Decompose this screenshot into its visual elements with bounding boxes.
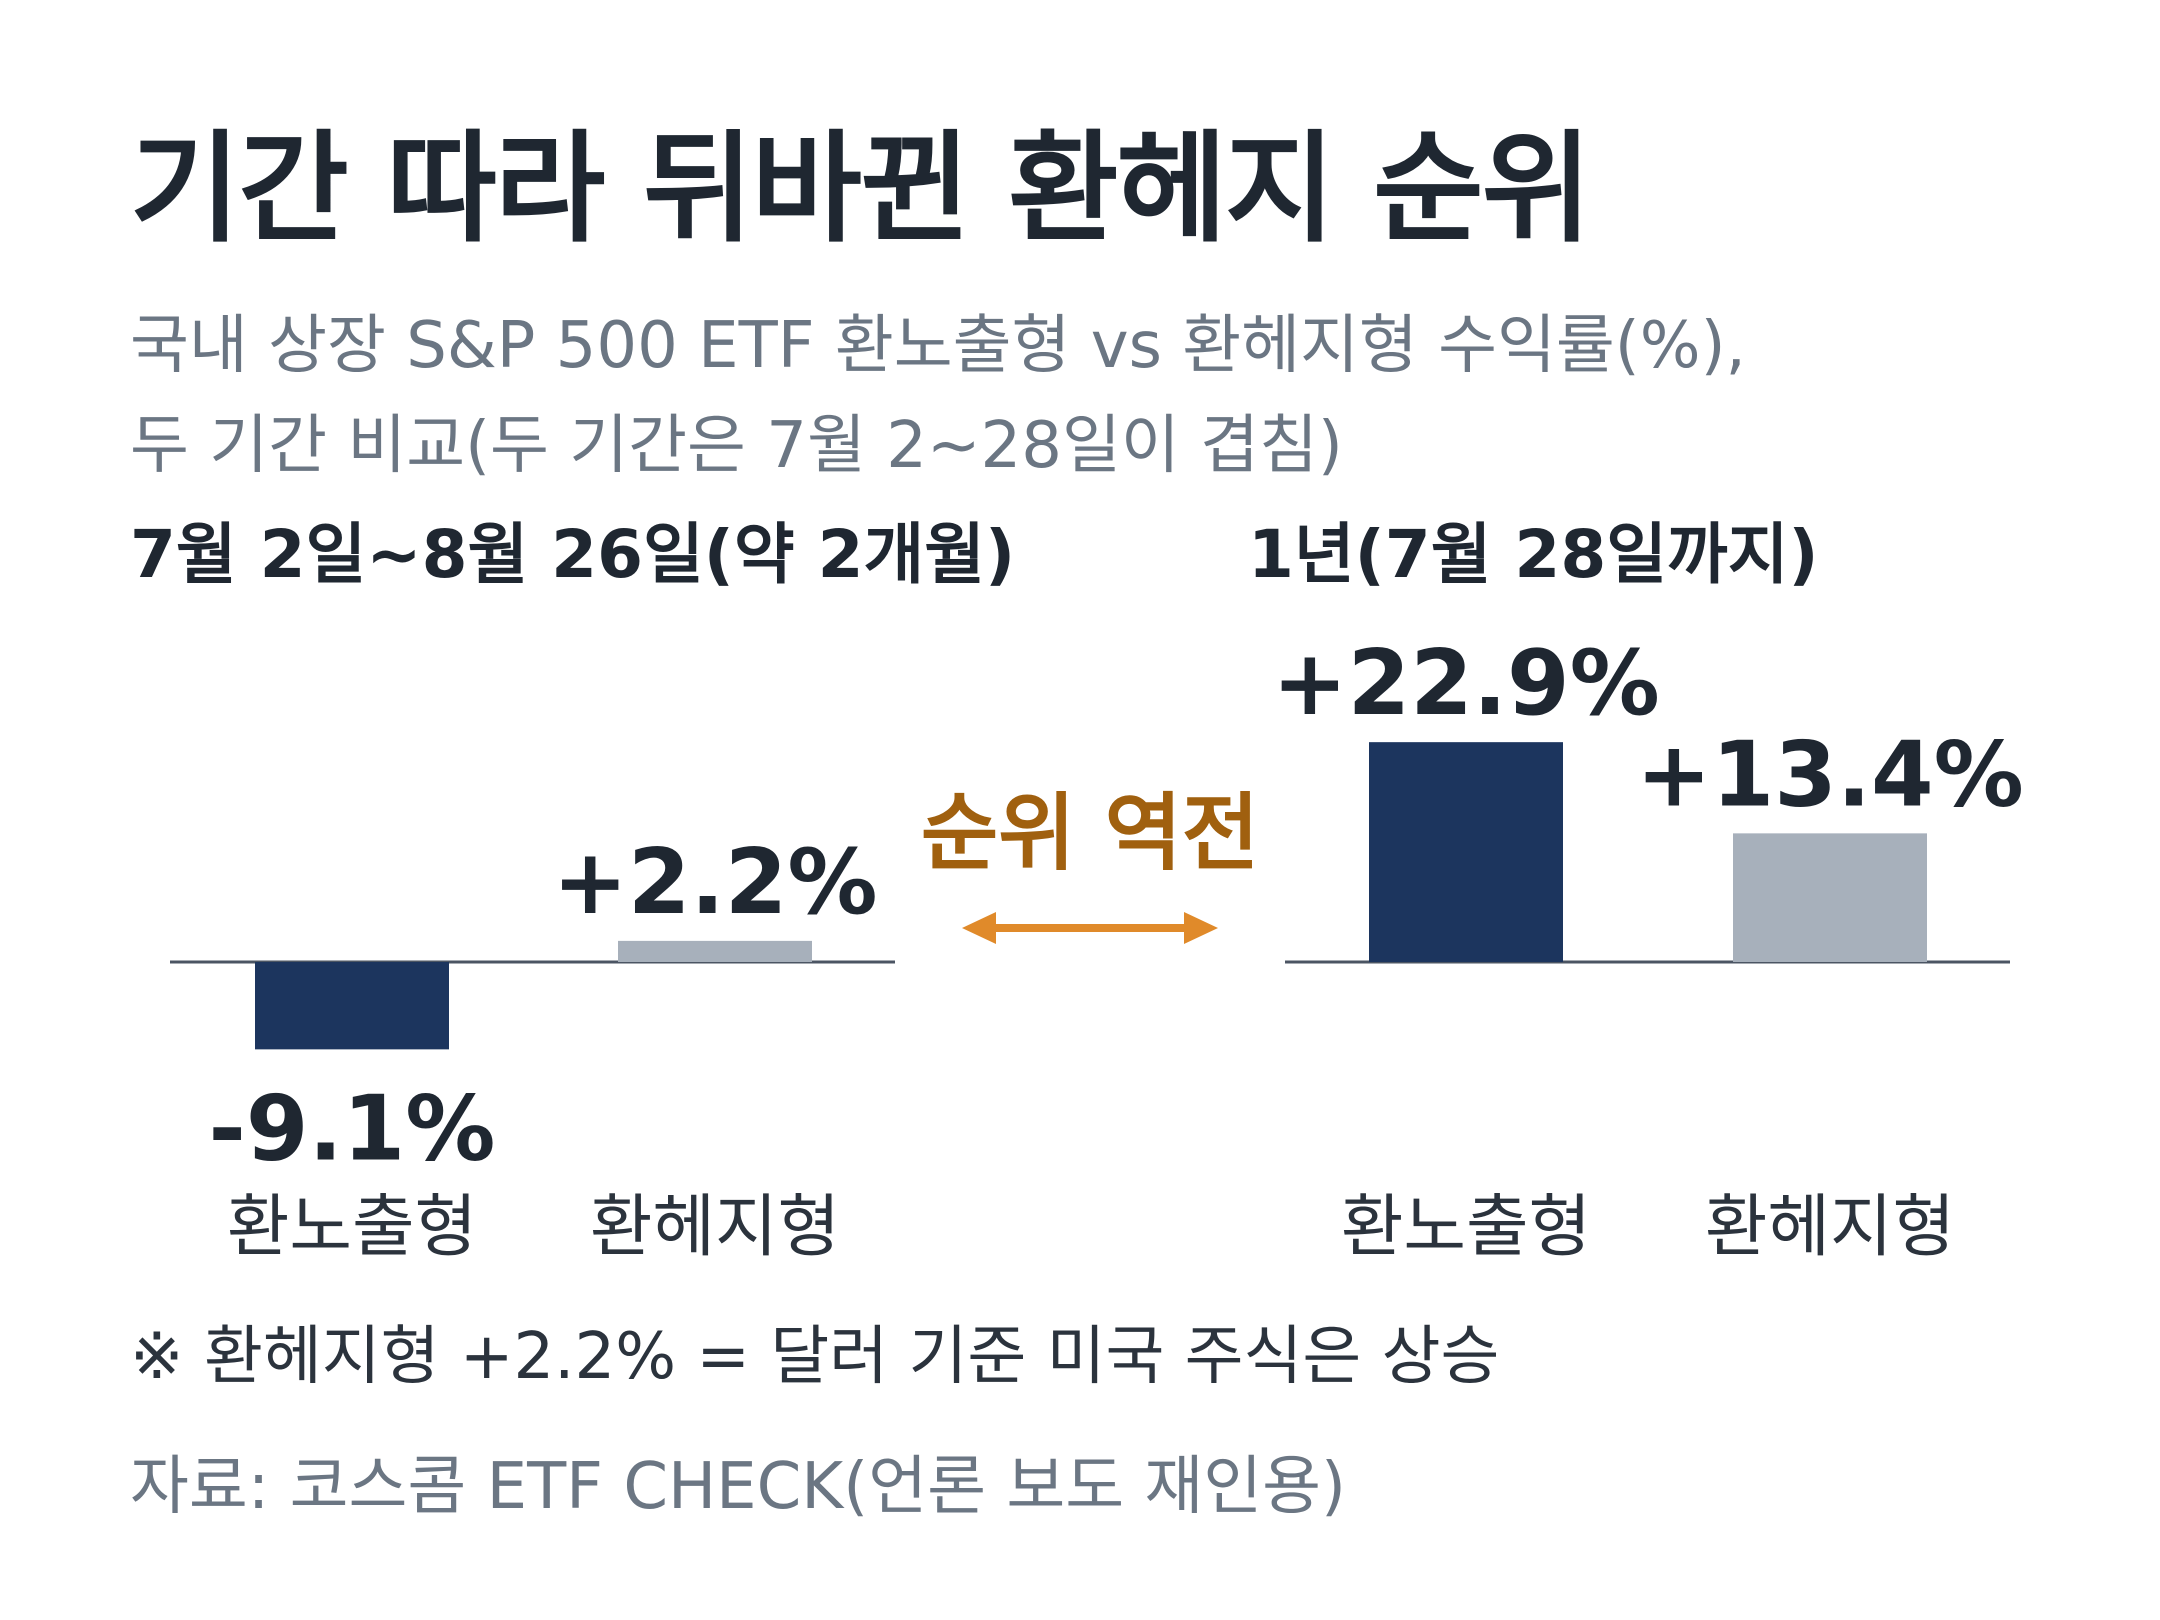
right-panel-title: 1년(7월 28일까지) (1248, 516, 1819, 593)
left-bar-0 (255, 962, 449, 1050)
right-value-label-1: +13.4% (1636, 722, 2024, 827)
left-category-label-0: 환노출형 (227, 1188, 477, 1267)
footnote: ※ 환헤지형 +2.2% = 달러 기준 미국 주식은 상승 (130, 1320, 1500, 1394)
right-bar-1 (1733, 833, 1927, 962)
left-value-label-1: +2.2% (552, 830, 877, 935)
left-bar-1 (618, 940, 812, 962)
subtitle-line-1: 국내 상장 S&P 500 ETF 환노출형 vs 환헤지형 수익률(%), (130, 309, 1746, 383)
right-category-label-1: 환헤지형 (1705, 1188, 1955, 1267)
left-value-label-0: -9.1% (209, 1076, 496, 1181)
chart-subtitle: 국내 상장 S&P 500 ETF 환노출형 vs 환헤지형 수익률(%), 두… (130, 296, 1746, 496)
subtitle-line-2: 두 기간 비교(두 기간은 7월 2~28일이 겹침) (130, 409, 1343, 483)
right-value-label-0: +22.9% (1272, 631, 1660, 736)
right-bar-panel: +22.9% 환노출형 +13.4% 환헤지형 (1272, 631, 2024, 1267)
right-category-label-0: 환노출형 (1341, 1188, 1591, 1267)
rank-reversal-annotation: 순위 역전 (921, 784, 1259, 944)
left-category-label-1: 환헤지형 (590, 1188, 840, 1267)
left-panel-title: 7월 2일~8월 26일(약 2개월) (130, 516, 1016, 593)
double-arrow-icon (962, 912, 1218, 944)
source-note: 자료: 코스콤 ETF CHECK(언론 보도 재인용) (130, 1450, 1347, 1524)
right-bar-0 (1369, 742, 1563, 962)
annotation-label: 순위 역전 (921, 784, 1259, 882)
left-bar-panel: -9.1%환노출형 +2.2% 환헤지형 (170, 830, 895, 1267)
chart-title: 기간 따라 뒤바뀐 환헤지 순위 (130, 120, 1592, 259)
